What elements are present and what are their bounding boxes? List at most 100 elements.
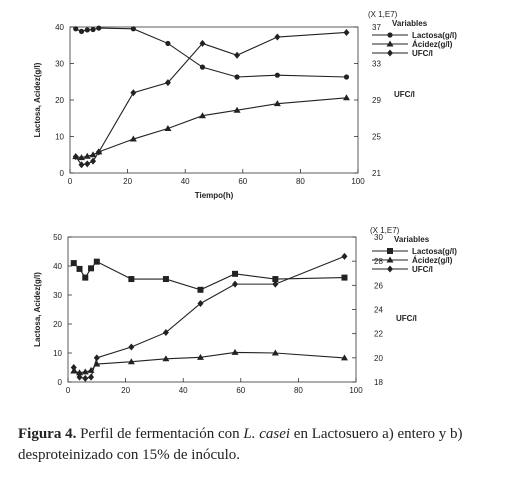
panel-b-y2-tick-label: 22 [374, 330, 383, 339]
panel-a-y-tick-label: 20 [55, 96, 64, 105]
panel-b-data-point-0 [272, 276, 279, 283]
panel-b-y2-tick-label: 26 [374, 281, 383, 290]
panel-b-data-point-2 [88, 373, 95, 381]
panel-b-y-tick-label: 10 [53, 349, 62, 358]
panel-a-legend-marker [387, 49, 393, 57]
panel-a-data-point-2 [90, 157, 97, 165]
panel-a-data-point-0 [84, 27, 90, 33]
panel-a-data-point-2 [72, 153, 79, 161]
panel-b-x-tick-label: 40 [179, 386, 188, 395]
panel-a-x-tick-label: 40 [181, 177, 190, 186]
panel-a-data-point-0 [274, 72, 280, 78]
panel-b-series-line-2 [73, 255, 345, 379]
panel-a-data-point-0 [165, 40, 171, 47]
panel-a-y2-tick-label: 29 [372, 96, 381, 105]
panel-b-x-tick-label: 80 [294, 386, 303, 395]
figure-caption: Figura 4. Perfil de fermentación con L. … [18, 424, 498, 466]
panel-a-data-point-0 [96, 25, 102, 31]
panel-a-series-line-1 [75, 97, 347, 159]
panel-b-y2-axis-label: UFC/l [396, 314, 417, 323]
panel-a-data-point-2 [234, 51, 241, 59]
panel-b-data-point-0 [93, 258, 100, 265]
panel-b-data-point-0 [88, 265, 95, 272]
panel-a-data-point-2 [274, 33, 281, 41]
panel-a-legend-label: Lactosa(g/l) [412, 31, 457, 40]
panel-b-data-point-2 [128, 343, 135, 351]
panel-a-y-tick-label: 0 [60, 169, 65, 178]
panel-b-data-point-0 [197, 286, 204, 293]
panel-b-data-point-2 [76, 373, 83, 381]
panel-b-legend-label: Lactosa(g/l) [412, 247, 457, 256]
panel-b-data-point-1 [81, 368, 89, 375]
panel-b-data-point-0 [70, 260, 77, 267]
panel-a-legend-label: UFC/l [412, 49, 433, 58]
panel-a-x-tick-label: 60 [238, 177, 247, 186]
panel-b-legend-marker [386, 256, 394, 263]
panel-b-data-point-1 [127, 358, 135, 365]
panel-a-data-point-2 [130, 89, 137, 97]
panel-a-x-tick-label: 80 [296, 177, 305, 186]
panel-b-data-point-1 [196, 353, 204, 360]
panel-b-data-point-0 [232, 270, 239, 277]
panel-a-y-tick-label: 30 [55, 60, 64, 69]
panel-b-plot-frame [67, 236, 357, 383]
panel-a-legend-marker [386, 40, 394, 47]
panel-a-data-point-1 [129, 135, 137, 142]
panel-a-legend-title: Variables [392, 19, 428, 28]
panel-a-legend-marker [387, 32, 393, 38]
panel-a-data-point-0 [90, 26, 96, 33]
panel-a-data-point-0 [234, 74, 240, 80]
panel-b-data-point-1 [271, 349, 279, 356]
panel-a-data-point-1 [164, 124, 172, 131]
panel-b-legend-marker [387, 248, 393, 254]
panel-a-data-point-0 [78, 28, 85, 34]
panel-a-data-point-1 [273, 100, 281, 107]
panel-b-x-tick-label: 0 [66, 386, 71, 395]
panel-b-data-point-1 [162, 355, 170, 362]
panel-a-y2-tick-label: 37 [372, 23, 381, 32]
panel-b-legend-label: Ácidez(g/l) [412, 256, 453, 265]
panel-b-legend-marker [387, 265, 393, 273]
panel-a-data-point-0 [73, 26, 79, 32]
panel-a-x-tick-label: 100 [351, 177, 365, 186]
panel-a-y-axis-label: Lactosa, Acidez(g/l) [33, 62, 42, 137]
panel-a-data-point-1 [78, 154, 86, 161]
panel-b-series-line-1 [73, 351, 345, 374]
panel-b-data-point-1 [340, 354, 348, 361]
panel-b-y2-tick-label: 30 [374, 233, 383, 242]
panel-a-data-point-1 [342, 94, 350, 101]
panel-a-y2-tick-label: 25 [372, 133, 381, 142]
panel-a-data-point-2 [84, 160, 91, 168]
panel-b-y-tick-label: 0 [58, 378, 63, 387]
panel-a-x-tick-label: 20 [123, 177, 132, 186]
panel-a-legend-label: Ácidez(g/l) [412, 40, 453, 49]
panel-b-data-point-0 [76, 265, 83, 272]
caption-text-before: Perfil de fermentación con [76, 426, 244, 442]
panel-a-x-axis-label: Tiempo(h) [195, 191, 234, 200]
panel-b-x-tick-label: 100 [349, 386, 363, 395]
panel-b-data-point-2 [93, 354, 100, 362]
panel-a-data-point-0 [130, 26, 136, 32]
panel-a-x-tick-label: 0 [68, 177, 73, 186]
panel-b-y2-tick-label: 20 [374, 354, 383, 363]
panel-a-data-point-1 [89, 151, 97, 158]
panel-b-y-axis-label: Lactosa, Acidez(g/l) [33, 272, 42, 347]
panel-a-y-tick-label: 10 [55, 133, 64, 142]
panel-b-y-tick-label: 50 [53, 233, 62, 242]
panel-b-series-line-0 [73, 260, 345, 291]
panel-a-data-point-2 [95, 148, 102, 156]
panel-a-data-point-1 [198, 112, 206, 119]
panel-a-y2-tick-label: 21 [372, 169, 381, 178]
panel-a-data-point-2 [199, 39, 206, 47]
panel-a-data-point-1 [233, 106, 241, 113]
panel-b-y2-tick-label: 28 [374, 257, 383, 266]
caption-organism: L. casei [243, 426, 291, 442]
caption-label: Figura 4. [18, 426, 77, 442]
panel-b-data-point-2 [70, 364, 77, 371]
panel-b-data-point-2 [232, 280, 239, 288]
panel-b-x-tick-label: 20 [121, 386, 130, 395]
panel-b-data-point-2 [162, 328, 169, 336]
panel-a-data-point-2 [78, 161, 85, 169]
panel-b-data-point-1 [231, 348, 239, 355]
